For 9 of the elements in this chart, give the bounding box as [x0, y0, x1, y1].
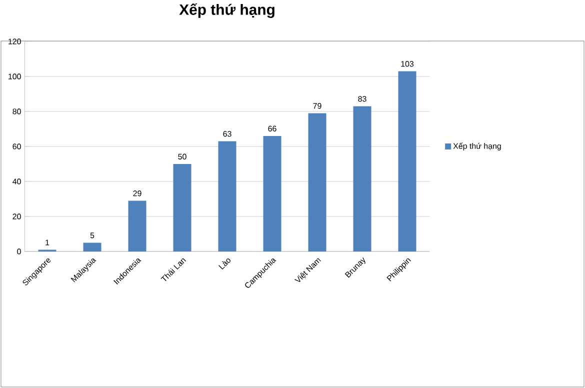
- bar: [128, 200, 146, 252]
- bar: [83, 242, 102, 252]
- bar: [173, 164, 192, 252]
- bar: [398, 71, 416, 252]
- bar: [263, 136, 282, 252]
- bar: [308, 113, 326, 252]
- bar: [218, 141, 236, 252]
- chart-title: Xếp thứ hạng: [179, 3, 274, 18]
- bar: [353, 106, 372, 252]
